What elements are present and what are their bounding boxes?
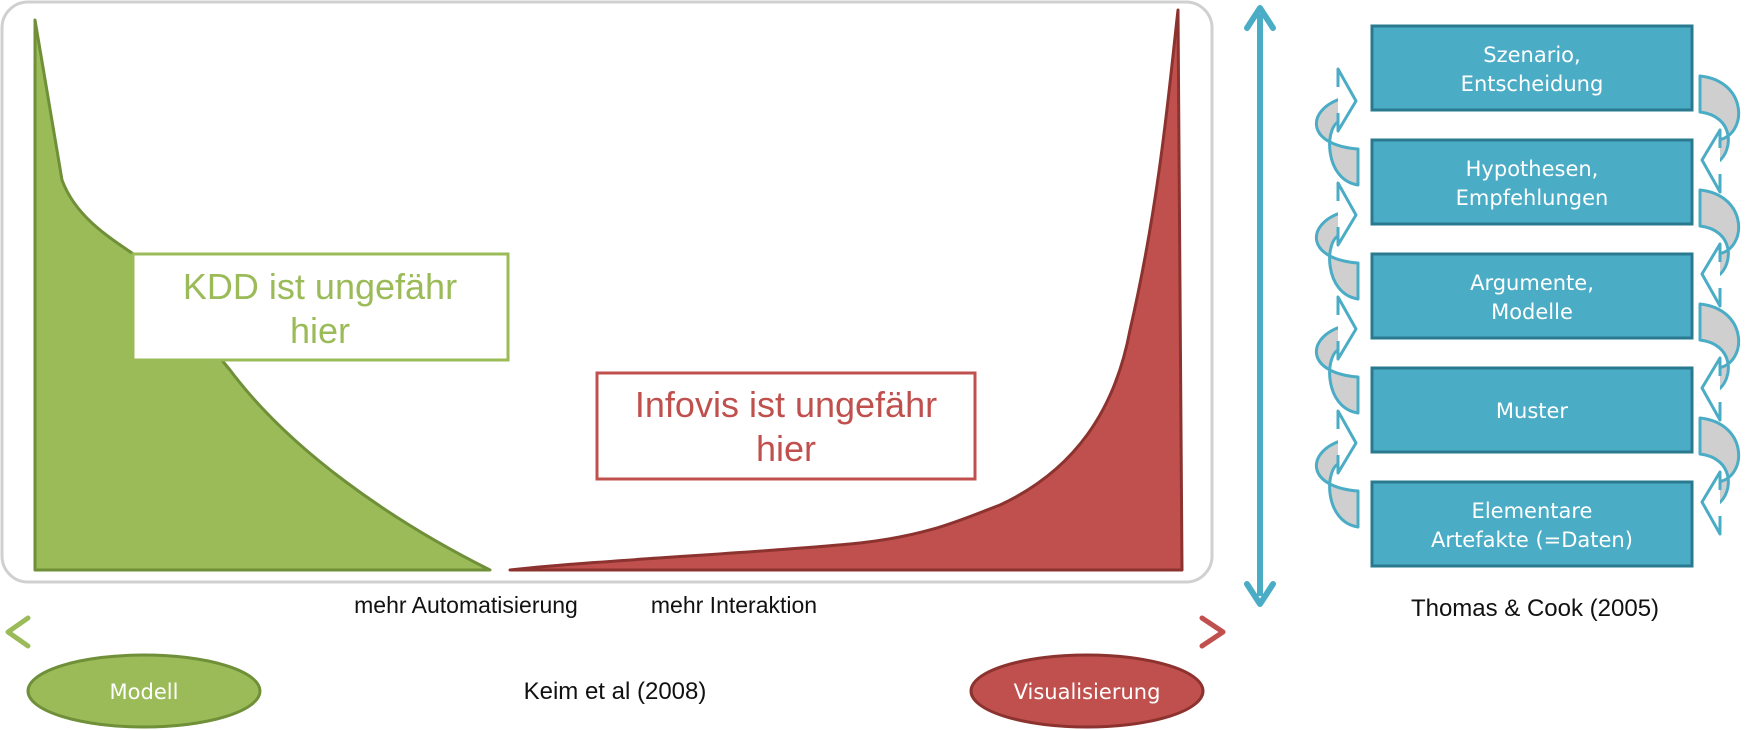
loop-arrow-right-3 (1698, 302, 1741, 422)
modell-ellipse: Modell (26, 653, 262, 729)
loop-arrow-right-4 (1698, 416, 1741, 536)
vertical-double-arrow (1244, 5, 1276, 607)
pipeline-box-1: Szenario, Entscheidung (1370, 24, 1694, 112)
pipeline-box-2-line1: Hypothesen, (1466, 157, 1599, 181)
kdd-label-line2: hier (290, 310, 350, 351)
pipeline-box-1-line1: Szenario, (1483, 43, 1580, 67)
pipeline-box-3-line1: Argumente, (1470, 271, 1594, 295)
axis-label-interaction: mehr Interaktion (651, 592, 817, 618)
loop-arrow-left-2 (1315, 181, 1360, 301)
pipeline-box-5: Elementare Artefakte (=Daten) (1370, 480, 1694, 568)
loop-arrow-left-1 (1315, 67, 1360, 187)
axis-label-automation: mehr Automatisierung (354, 592, 578, 618)
modell-label: Modell (110, 680, 179, 704)
pipeline-box-4: Muster (1370, 366, 1694, 454)
infovis-curve (508, 8, 1184, 572)
pipeline-box-2-line2: Empfehlungen (1456, 186, 1609, 210)
loop-arrow-left-3 (1315, 295, 1360, 415)
visualisierung-label: Visualisierung (1014, 680, 1161, 704)
loop-arrow-right-1 (1698, 74, 1741, 194)
pipeline-box-5-line2: Artefakte (=Daten) (1431, 528, 1633, 552)
visualisierung-ellipse: Visualisierung (969, 653, 1205, 729)
pipeline-box-3-line2: Modelle (1491, 300, 1573, 324)
pipeline-box-1-line2: Entscheidung (1461, 72, 1604, 96)
infovis-label-line2: hier (756, 428, 816, 469)
kdd-label-line1: KDD ist ungefähr (183, 266, 457, 307)
pipeline-box-4-line1: Muster (1496, 399, 1569, 423)
feedback-loop-arrows (1315, 67, 1741, 536)
infovis-label-line1: Infovis ist ungefähr (635, 384, 937, 425)
pipeline-box-2: Hypothesen, Empfehlungen (1370, 138, 1694, 226)
citation-keim: Keim et al (2008) (524, 678, 707, 705)
chart-frame (0, 0, 1214, 584)
pipeline-box-5-line1: Elementare (1472, 499, 1593, 523)
loop-arrow-right-2 (1698, 188, 1741, 308)
kdd-curve (33, 18, 492, 572)
kdd-label-box: KDD ist ungefähr hier (131, 252, 510, 362)
infovis-label-box: Infovis ist ungefähr hier (595, 371, 977, 481)
horizontal-double-arrow (5, 615, 1226, 649)
citation-thomas-cook: Thomas & Cook (2005) (1411, 595, 1659, 622)
pipeline-box-3: Argumente, Modelle (1370, 252, 1694, 340)
loop-arrow-left-4 (1315, 409, 1360, 529)
